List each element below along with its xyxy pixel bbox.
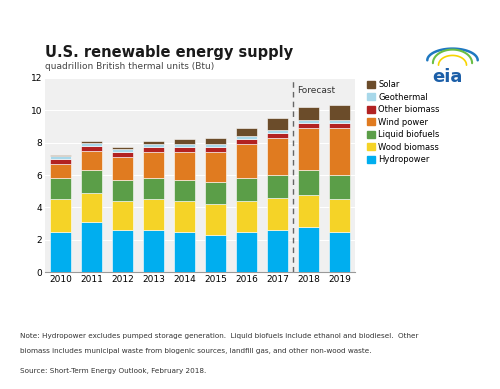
Bar <box>82 146 102 151</box>
Bar <box>50 178 70 200</box>
Bar <box>144 178 164 200</box>
Bar <box>206 235 226 272</box>
Bar <box>330 200 349 232</box>
Bar <box>112 157 132 180</box>
Bar <box>330 123 349 128</box>
Bar <box>330 232 349 272</box>
Bar <box>174 144 195 147</box>
Text: Forecast: Forecast <box>296 86 335 95</box>
Text: biomass includes municipal waste from biogenic sources, landfill gas, and other : biomass includes municipal waste from bi… <box>20 348 372 354</box>
Bar <box>268 138 287 175</box>
Text: U.S. renewable energy supply: U.S. renewable energy supply <box>45 45 293 60</box>
Bar <box>268 118 287 130</box>
Bar <box>206 152 226 182</box>
Bar <box>268 175 287 198</box>
Bar <box>206 147 226 152</box>
Bar <box>112 201 132 230</box>
Bar <box>112 180 132 201</box>
Bar <box>298 120 318 123</box>
Bar <box>236 136 256 139</box>
Bar <box>206 204 226 235</box>
Bar <box>174 201 195 232</box>
Bar <box>330 128 349 175</box>
Bar <box>144 152 164 178</box>
Bar <box>82 141 102 143</box>
Bar <box>50 200 70 232</box>
Bar <box>50 156 70 159</box>
Bar <box>206 138 226 144</box>
Bar <box>298 194 318 227</box>
Text: Note: Hydropower excludes pumped storage generation.  Liquid biofuels include et: Note: Hydropower excludes pumped storage… <box>20 333 418 338</box>
Bar <box>112 149 132 152</box>
Bar <box>82 170 102 193</box>
Bar <box>50 159 70 164</box>
Text: eia: eia <box>432 68 462 86</box>
Bar <box>236 178 256 201</box>
Bar <box>144 199 164 230</box>
Bar <box>236 232 256 272</box>
Bar <box>330 175 349 200</box>
Bar <box>206 182 226 204</box>
Bar <box>112 152 132 157</box>
Text: Source: Short-Term Energy Outlook, February 2018.: Source: Short-Term Energy Outlook, Febru… <box>20 368 206 373</box>
Bar <box>82 222 102 272</box>
Bar <box>298 227 318 272</box>
Bar <box>268 198 287 230</box>
Bar <box>330 105 349 120</box>
Bar <box>174 180 195 201</box>
Bar <box>174 152 195 180</box>
Bar <box>50 164 70 178</box>
Bar <box>268 230 287 272</box>
Bar <box>298 170 318 194</box>
Bar <box>298 128 318 170</box>
Bar <box>50 232 70 272</box>
Bar <box>82 143 102 146</box>
Bar <box>144 147 164 152</box>
Bar <box>50 155 70 156</box>
Bar <box>174 139 195 144</box>
Bar <box>268 133 287 138</box>
Bar <box>144 230 164 272</box>
Bar <box>206 144 226 147</box>
Bar <box>174 147 195 152</box>
Bar <box>174 232 195 272</box>
Bar <box>144 144 164 147</box>
Bar <box>236 201 256 232</box>
Legend: Solar, Geothermal, Other biomass, Wind power, Liquid biofuels, Wood biomass, Hyd: Solar, Geothermal, Other biomass, Wind p… <box>366 80 440 164</box>
Bar <box>268 130 287 133</box>
Bar <box>236 128 256 136</box>
Text: quadrillion British thermal units (Btu): quadrillion British thermal units (Btu) <box>45 62 214 71</box>
Bar <box>298 123 318 128</box>
Bar <box>82 151 102 170</box>
Bar <box>236 144 256 178</box>
Bar <box>144 141 164 144</box>
Bar <box>298 107 318 120</box>
Bar <box>236 139 256 144</box>
Bar <box>330 120 349 123</box>
Bar <box>112 147 132 149</box>
Bar <box>82 193 102 222</box>
Bar <box>112 230 132 272</box>
